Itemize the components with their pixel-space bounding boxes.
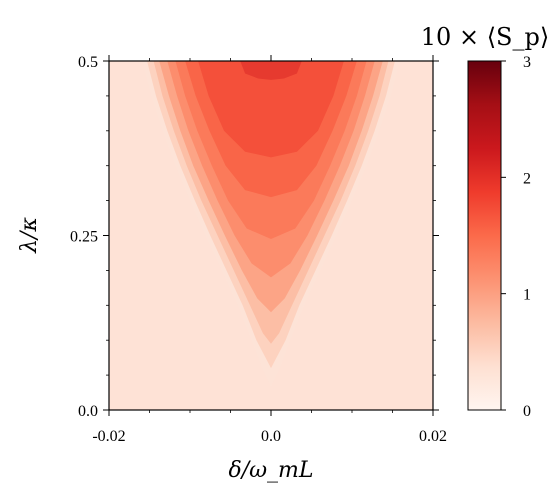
colorbar-tick-label: 1 xyxy=(523,287,531,304)
colorbar-tick-label: 3 xyxy=(523,54,531,71)
colorbar-tick-label: 2 xyxy=(523,170,531,187)
colorbar-ticks: 0 1 2 3 xyxy=(501,54,531,420)
y-tick-label: 0.0 xyxy=(78,403,98,420)
colorbar-title: 10 × ⟨S_p⟩ xyxy=(421,23,549,51)
contour-fills xyxy=(142,61,400,387)
y-axis-ticks: 0.0 0.25 0.5 xyxy=(70,54,439,420)
x-tick-label: -0.02 xyxy=(92,428,125,445)
x-tick-label: 0.0 xyxy=(261,428,281,445)
y-tick-label: 0.5 xyxy=(78,54,98,71)
contour-level-8 xyxy=(240,61,302,80)
x-axis-ticks: -0.02 0.0 0.02 xyxy=(92,55,447,445)
x-axis-label: δ/ω_mL xyxy=(228,458,313,483)
colorbar xyxy=(467,60,502,411)
colorbar-tick-label: 0 xyxy=(523,403,531,420)
contour-level-7 xyxy=(198,61,344,158)
x-tick-label: 0.02 xyxy=(419,428,447,445)
y-tick-label: 0.25 xyxy=(70,229,98,246)
y-axis-label: λ/κ xyxy=(17,217,42,254)
